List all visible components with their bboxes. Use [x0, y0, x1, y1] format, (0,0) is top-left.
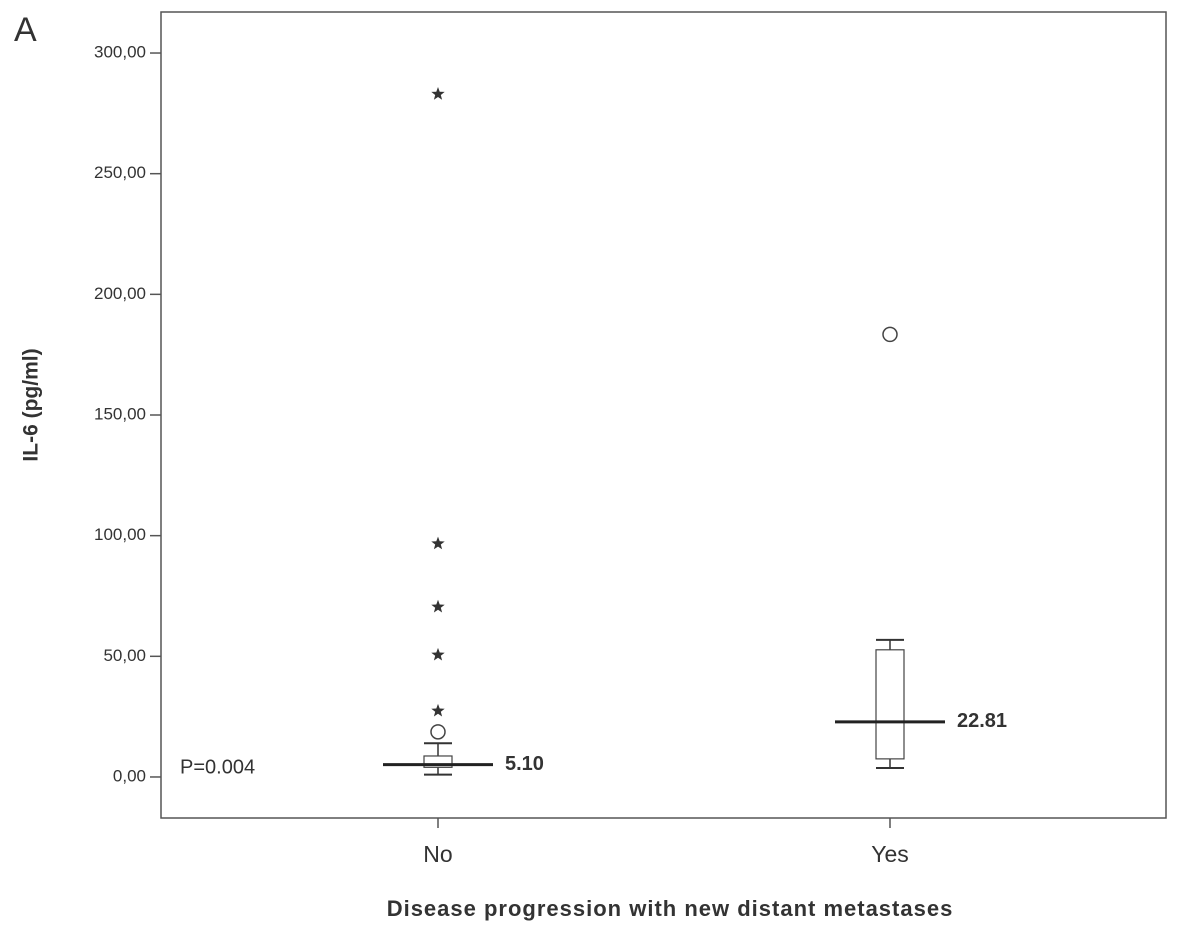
plot-frame: [160, 11, 1167, 819]
extreme: [431, 536, 445, 550]
y-tick-label: 300,00: [94, 43, 146, 62]
x-axis-title: Disease progression with new distant met…: [387, 896, 954, 921]
y-tick-label: 0,00: [113, 766, 146, 785]
y-tick-label: 200,00: [94, 284, 146, 303]
x-tick-label: No: [423, 841, 452, 867]
p-value: P=0.004: [180, 756, 255, 778]
box: [423, 755, 453, 768]
y-tick-label: 50,00: [103, 646, 146, 665]
median-label: 22.81: [957, 710, 1007, 732]
y-tick-label: 250,00: [94, 163, 146, 182]
panel-label: A: [14, 11, 37, 49]
extreme: [431, 87, 445, 100]
extreme: [431, 599, 445, 613]
outlier: [882, 326, 898, 343]
median-label: 5.10: [505, 753, 544, 775]
y-tick-label: 100,00: [94, 525, 146, 544]
extreme: [431, 703, 445, 717]
y-tick-label: 150,00: [94, 404, 146, 423]
x-tick-label: Yes: [871, 841, 909, 867]
y-axis-title: IL-6 (pg/ml): [20, 348, 43, 461]
outlier: [430, 724, 446, 740]
box: [875, 649, 905, 760]
extreme: [431, 647, 445, 661]
